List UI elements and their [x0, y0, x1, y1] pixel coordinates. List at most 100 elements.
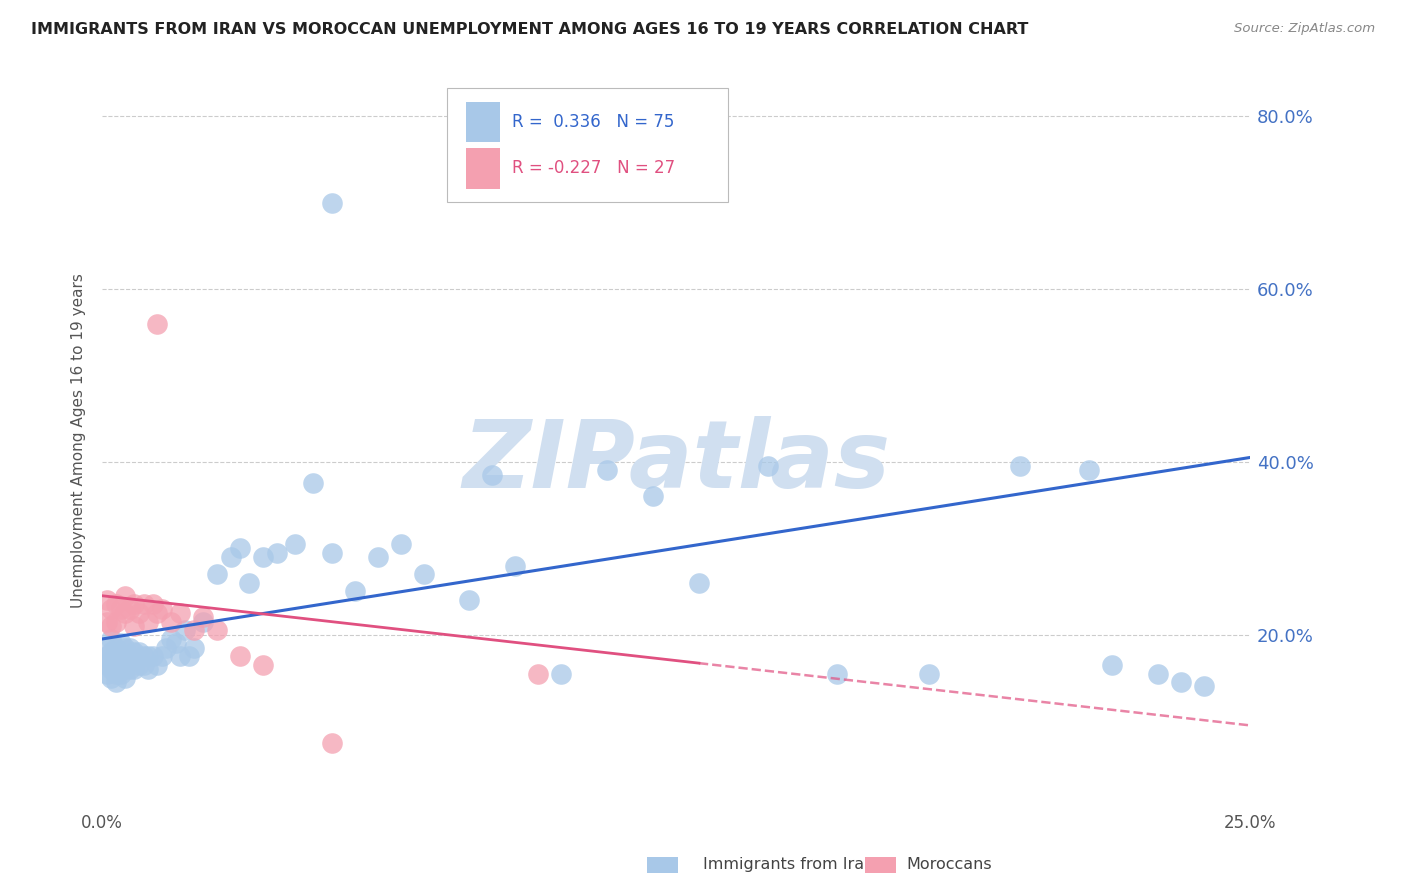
Point: [150, 601, 173, 615]
Point: [160, 632, 183, 646]
Point: [118, 662, 141, 676]
Point: [688, 575, 710, 590]
Point: [1192, 680, 1215, 694]
Point: [179, 649, 201, 664]
Point: [128, 657, 150, 672]
Point: [100, 662, 122, 676]
Point: [114, 606, 136, 620]
Point: [458, 593, 481, 607]
Point: [266, 545, 288, 559]
Point: [193, 610, 215, 624]
Point: [229, 541, 252, 556]
Point: [124, 619, 146, 633]
Text: Moroccans: Moroccans: [907, 857, 993, 872]
Point: [110, 601, 132, 615]
Point: [1078, 463, 1101, 477]
Point: [104, 666, 127, 681]
Text: R = -0.227   N = 27: R = -0.227 N = 27: [512, 160, 675, 178]
Point: [142, 598, 165, 612]
Text: Immigrants from Iran: Immigrants from Iran: [703, 857, 875, 872]
Point: [160, 615, 183, 629]
Point: [550, 666, 572, 681]
Point: [114, 640, 136, 655]
Point: [96, 615, 118, 629]
Point: [104, 649, 127, 664]
Point: [128, 645, 150, 659]
Point: [124, 598, 146, 612]
Point: [389, 537, 412, 551]
Point: [1170, 675, 1192, 690]
Point: [100, 619, 122, 633]
Point: [142, 649, 165, 664]
Point: [321, 736, 343, 750]
Text: ZIPatlas: ZIPatlas: [463, 417, 890, 508]
Point: [136, 649, 159, 664]
Bar: [465, 102, 501, 143]
Point: [219, 549, 242, 564]
Point: [205, 567, 228, 582]
Bar: [465, 148, 501, 189]
Point: [110, 666, 132, 681]
Point: [114, 671, 136, 685]
Point: [825, 666, 848, 681]
Point: [96, 640, 118, 655]
Text: Source: ZipAtlas.com: Source: ZipAtlas.com: [1234, 22, 1375, 36]
Point: [100, 654, 122, 668]
Point: [96, 666, 118, 681]
Point: [100, 632, 122, 646]
Point: [183, 640, 205, 655]
FancyBboxPatch shape: [447, 87, 728, 202]
Point: [1147, 666, 1170, 681]
Point: [917, 666, 939, 681]
Point: [118, 654, 141, 668]
Point: [165, 636, 187, 650]
Y-axis label: Unemployment Among Ages 16 to 19 years: Unemployment Among Ages 16 to 19 years: [72, 273, 86, 607]
Point: [114, 662, 136, 676]
Point: [114, 589, 136, 603]
Point: [169, 649, 191, 664]
Point: [527, 666, 550, 681]
Point: [136, 662, 159, 676]
Point: [412, 567, 434, 582]
Point: [596, 463, 619, 477]
Point: [104, 615, 127, 629]
Point: [110, 657, 132, 672]
Point: [146, 317, 169, 331]
Point: [505, 558, 527, 573]
Point: [641, 489, 664, 503]
Point: [114, 654, 136, 668]
Point: [118, 601, 141, 615]
Point: [481, 467, 503, 482]
Point: [118, 640, 141, 655]
Point: [229, 649, 252, 664]
Point: [321, 545, 343, 559]
Point: [104, 675, 127, 690]
Point: [96, 593, 118, 607]
Point: [252, 657, 274, 672]
Point: [146, 606, 169, 620]
Point: [132, 657, 155, 672]
Point: [124, 662, 146, 676]
Point: [169, 606, 191, 620]
Point: [205, 624, 228, 638]
Point: [104, 657, 127, 672]
Point: [284, 537, 307, 551]
Point: [96, 657, 118, 672]
Point: [155, 640, 177, 655]
Point: [110, 649, 132, 664]
Point: [100, 671, 122, 685]
Point: [104, 598, 127, 612]
Text: R =  0.336   N = 75: R = 0.336 N = 75: [512, 113, 675, 131]
Point: [343, 584, 366, 599]
Point: [183, 624, 205, 638]
Point: [173, 624, 195, 638]
Point: [193, 615, 215, 629]
Point: [238, 575, 260, 590]
Point: [302, 476, 325, 491]
Point: [100, 645, 122, 659]
Point: [96, 649, 118, 664]
Point: [128, 606, 150, 620]
Point: [132, 649, 155, 664]
Point: [136, 615, 159, 629]
Point: [252, 549, 274, 564]
